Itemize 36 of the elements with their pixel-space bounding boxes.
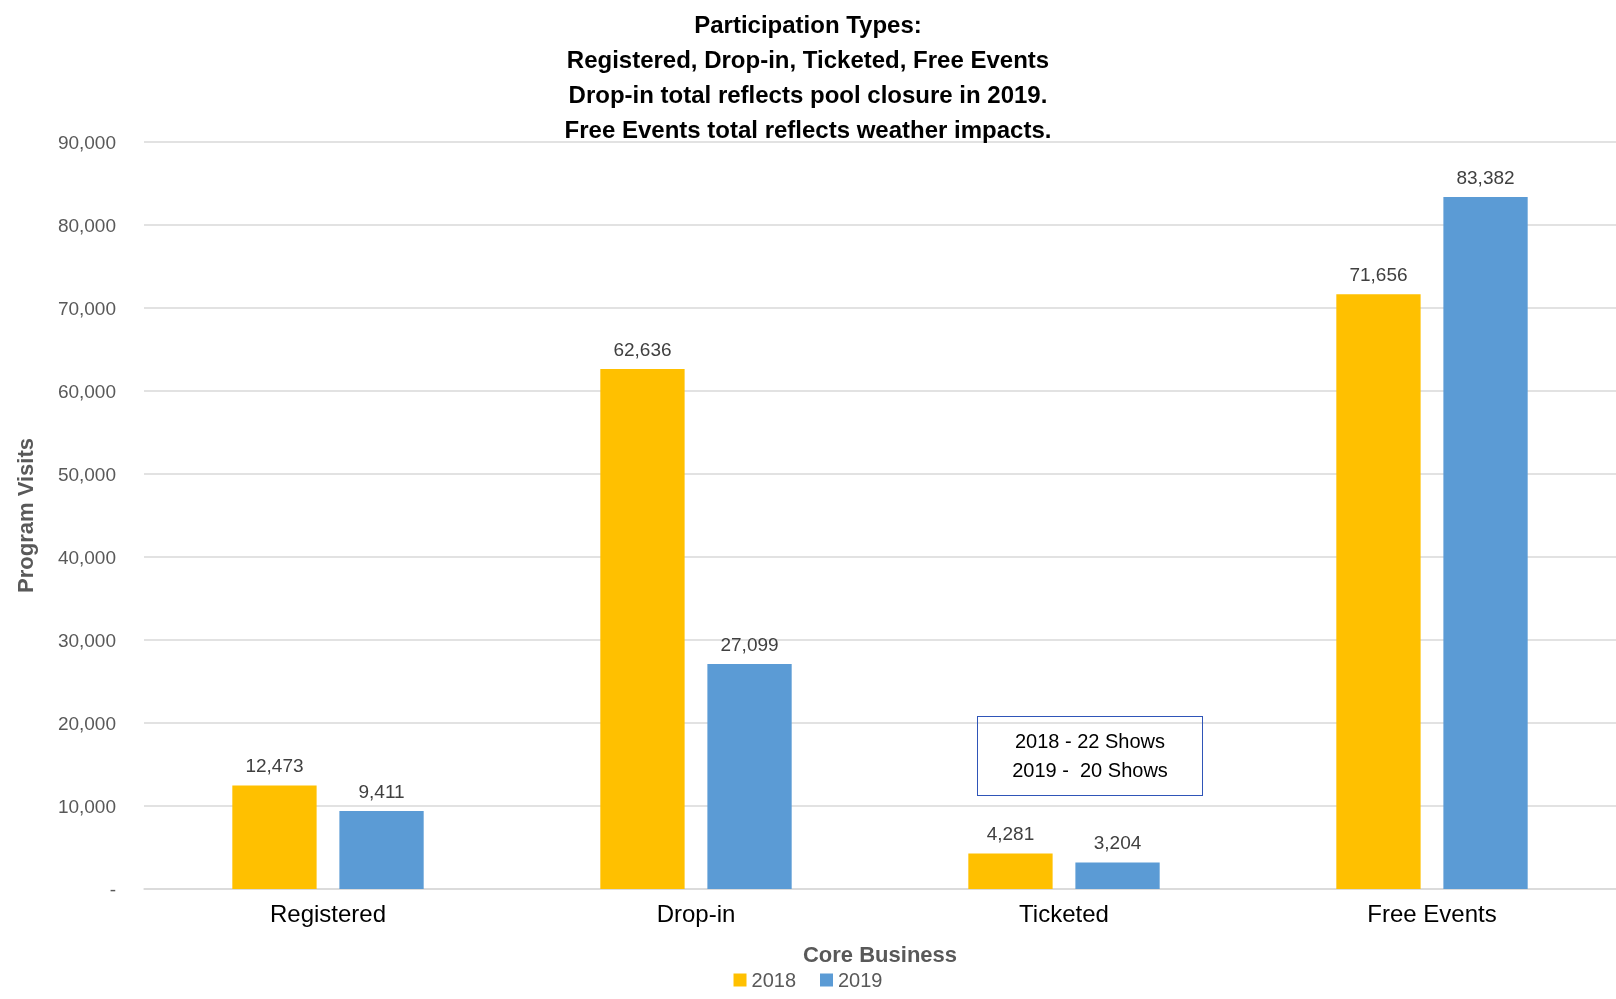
data-label: 62,636 [613, 339, 672, 361]
bar [339, 810, 424, 889]
data-label: 71,656 [1349, 264, 1408, 286]
data-label: 4,281 [986, 823, 1035, 845]
y-tick-label: 40,000 [57, 546, 116, 568]
y-axis-title: Program Visits [12, 438, 38, 593]
bar [968, 853, 1053, 889]
data-label: 3,204 [1093, 832, 1142, 854]
legend-label: 2019 [838, 969, 883, 991]
data-label: 83,382 [1456, 166, 1515, 188]
legend-label: 2018 [751, 969, 797, 991]
y-tick-label: 10,000 [57, 795, 116, 817]
data-label: 9,411 [358, 780, 405, 802]
chart-title: Participation Types: Registered, Drop-in, Ticketed, Free Events Drop-in total reflects pool closure in 2019. Free Events total reflects weather impacts. [564, 11, 1052, 143]
y-tick-label: 30,000 [57, 629, 116, 651]
y-tick-label: 20,000 [57, 712, 116, 734]
bar [1336, 294, 1421, 889]
x-axis-title: Core Business [802, 941, 958, 967]
y-tick-label: 70,000 [57, 297, 116, 319]
y-tick-label: - [109, 878, 116, 900]
y-tick-label: 80,000 [57, 214, 116, 236]
x-tick-label: Free Events [1367, 899, 1497, 927]
x-tick-label: Ticketed [1019, 899, 1109, 927]
data-label: 27,099 [720, 634, 779, 656]
bar [707, 664, 792, 889]
note-box: 2018 - 22 Shows 2019 - 20 Shows [977, 716, 1203, 796]
bar [600, 369, 685, 889]
bar [1443, 196, 1528, 889]
y-tick-label: 60,000 [57, 380, 116, 402]
y-tick-label: 90,000 [57, 131, 116, 153]
data-label: 12,473 [245, 755, 304, 777]
x-tick-label: Drop-in [656, 899, 736, 927]
bar [1075, 862, 1160, 889]
x-tick-label: Registered [269, 899, 387, 927]
y-tick-label: 50,000 [57, 463, 116, 485]
bar [232, 785, 317, 889]
